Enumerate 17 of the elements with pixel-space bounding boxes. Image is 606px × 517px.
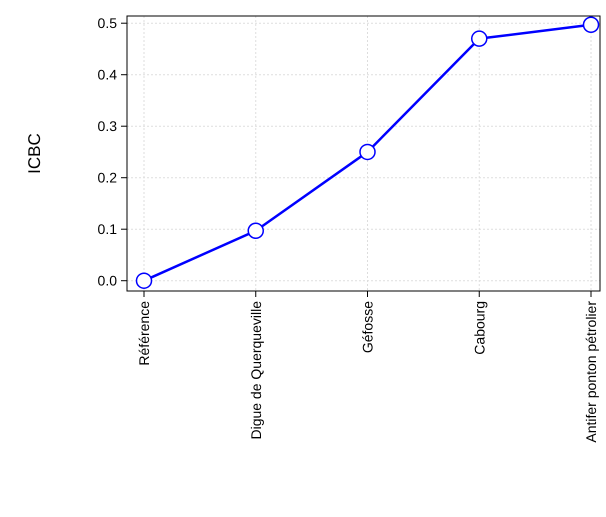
point <box>136 272 152 289</box>
x-tick-label: Géfosse <box>360 300 376 354</box>
point <box>582 16 600 34</box>
x-tick-label: Digue de Querqueville <box>248 300 264 440</box>
point <box>471 30 488 47</box>
x-tick-label: Antifer ponton pétrolier <box>583 300 599 443</box>
x-tick-label: Cabourg <box>471 301 488 355</box>
y-axis-title: ICBC <box>25 133 44 174</box>
y-tick-label: 0.3 <box>98 118 118 134</box>
point <box>248 222 264 239</box>
y-tick-label: 0.2 <box>98 170 118 186</box>
y-tick-label: 0.5 <box>98 15 118 32</box>
y-tick-label: 0.0 <box>98 272 118 289</box>
y-tick-label: 0.4 <box>98 66 118 83</box>
x-tick-label: Référence <box>136 300 152 366</box>
point <box>359 144 376 160</box>
y-tick-label: 0.1 <box>98 221 118 238</box>
